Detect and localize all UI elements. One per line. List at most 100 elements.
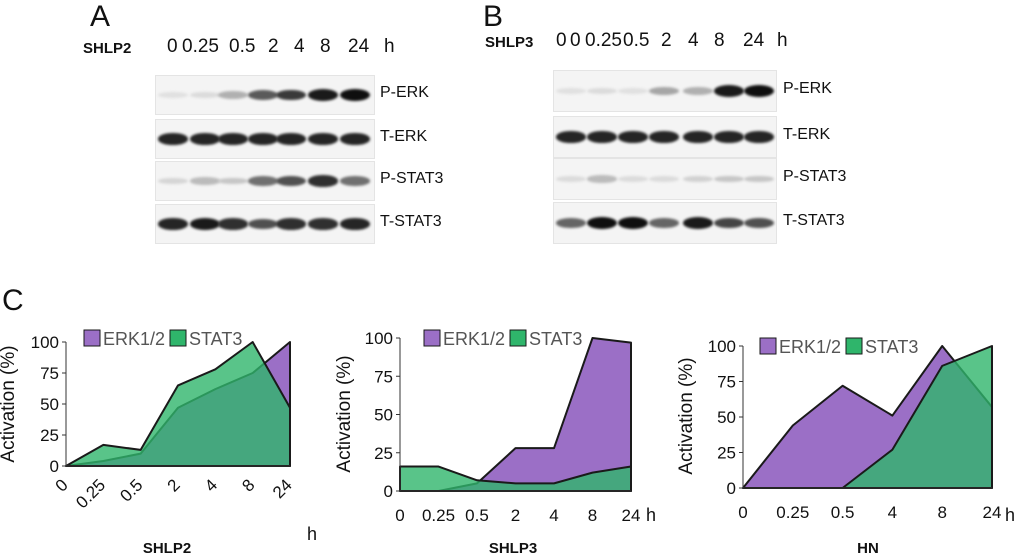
blot-band xyxy=(158,91,188,99)
blot-band xyxy=(618,87,648,95)
timepoint-label: 4 xyxy=(294,36,305,57)
blot-band xyxy=(190,91,220,99)
x-tick-label: 24 xyxy=(622,506,641,525)
blot-strip xyxy=(155,75,375,115)
x-tick-label: 8 xyxy=(588,506,597,525)
blot-band xyxy=(683,175,713,183)
blot-label: P-ERK xyxy=(380,84,429,101)
blot-band xyxy=(276,89,306,101)
blot-band xyxy=(276,175,306,187)
blot-band xyxy=(158,218,188,230)
x-tick-label: 0.5 xyxy=(116,475,146,505)
blot-band xyxy=(714,85,744,97)
panel-a-letter: A xyxy=(90,0,111,33)
blot-label: T-STAT3 xyxy=(783,212,845,229)
x-tick-label: 0.25 xyxy=(72,475,109,512)
blot-band xyxy=(618,131,648,143)
legend-swatch xyxy=(759,337,777,355)
legend-swatch xyxy=(169,329,187,347)
blot-band xyxy=(618,217,648,229)
panel-a-sample-label: SHLP2 xyxy=(83,40,132,57)
blot-band xyxy=(218,177,248,185)
legend-label: ERK1/2 xyxy=(103,329,165,349)
blot-band xyxy=(744,85,774,97)
x-axis-title: SHLP3 xyxy=(489,540,537,557)
x-unit-label: h xyxy=(307,524,317,544)
x-unit-label: h xyxy=(1005,505,1015,525)
blot-band xyxy=(683,217,713,229)
y-tick-label: 25 xyxy=(374,444,393,463)
timepoint-label: 0.5 xyxy=(623,30,650,51)
x-tick-label: 4 xyxy=(888,503,897,522)
y-tick-label: 100 xyxy=(708,337,736,356)
timepoint-label: 8 xyxy=(320,36,331,57)
blot-band xyxy=(556,175,586,183)
blot-band xyxy=(308,175,338,187)
blot-band xyxy=(340,89,370,101)
blot-strip xyxy=(553,70,777,112)
blot-label: T-ERK xyxy=(380,128,428,145)
blot-band xyxy=(556,87,586,95)
blot-band xyxy=(714,175,744,183)
y-tick-label: 0 xyxy=(384,482,393,501)
blot-band xyxy=(744,175,774,183)
blot-band xyxy=(587,87,617,95)
timepoint-label: 0 xyxy=(556,30,567,51)
blot-band xyxy=(683,87,713,95)
blot-band xyxy=(618,175,648,183)
timepoint-label: 0.25 xyxy=(585,30,622,51)
timepoint-label: 0.5 xyxy=(229,36,256,57)
blot-band xyxy=(744,131,774,143)
blot-band xyxy=(158,177,188,185)
blot-band xyxy=(276,218,306,230)
blot-band xyxy=(158,133,188,145)
panel-b-letter: B xyxy=(483,0,504,33)
x-tick-label: 8 xyxy=(937,503,946,522)
blot-band xyxy=(714,131,744,143)
x-axis-title: HN xyxy=(857,540,879,557)
blot-band xyxy=(744,217,774,229)
timepoint-label: 4 xyxy=(688,30,699,51)
panel-a-unit: h xyxy=(384,36,395,57)
blot-band xyxy=(248,90,278,100)
x-tick-label: 0 xyxy=(738,503,747,522)
blot-band xyxy=(308,218,338,230)
legend-swatch xyxy=(83,329,101,347)
x-tick-label: 0 xyxy=(52,475,72,495)
blot-band xyxy=(276,133,306,145)
blot-label: P-STAT3 xyxy=(783,168,847,185)
y-tick-label: 50 xyxy=(374,406,393,425)
blot-band xyxy=(649,175,679,183)
timepoint-label: 0 xyxy=(167,36,178,57)
blot-strip xyxy=(155,161,375,201)
blot-band xyxy=(248,176,278,186)
blot-band xyxy=(556,131,586,143)
stat3-area xyxy=(65,341,291,467)
x-tick-label: 0.5 xyxy=(465,506,489,525)
panel-c-letter: C xyxy=(2,284,24,317)
x-tick-label: 24 xyxy=(983,503,1002,522)
blot-band xyxy=(190,133,220,145)
legend-swatch xyxy=(509,329,527,347)
panel-b-unit: h xyxy=(777,30,788,51)
blot-strip xyxy=(553,202,777,244)
y-tick-label: 50 xyxy=(717,408,736,427)
blot-band xyxy=(308,89,338,101)
timepoint-label: 0.25 xyxy=(182,36,219,57)
legend-swatch xyxy=(423,329,441,347)
timepoint-label: 0 xyxy=(570,30,581,51)
x-tick-label: 2 xyxy=(164,475,184,495)
x-axis-title: SHLP2 xyxy=(143,540,191,557)
blot-label: P-STAT3 xyxy=(380,170,444,187)
y-tick-label: 100 xyxy=(365,329,393,348)
stat3-area xyxy=(399,465,632,492)
legend-label: STAT3 xyxy=(529,329,582,349)
legend-label: STAT3 xyxy=(189,329,242,349)
blot-band xyxy=(340,176,370,186)
blot-band xyxy=(649,218,679,228)
blot-strip xyxy=(155,204,375,244)
timepoint-label: 2 xyxy=(661,30,672,51)
blot-band xyxy=(340,133,370,145)
blot-band xyxy=(190,177,220,185)
